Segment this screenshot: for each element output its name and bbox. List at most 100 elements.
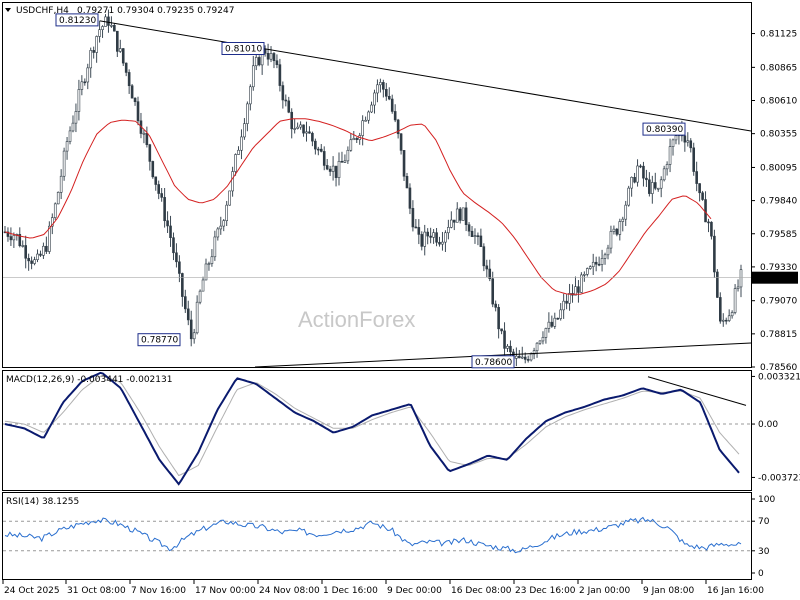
candle-body bbox=[302, 124, 305, 134]
candle-body bbox=[284, 99, 288, 102]
price-marker-label: 0.80390 bbox=[646, 125, 683, 135]
current-price-box bbox=[752, 271, 798, 284]
candle-body bbox=[9, 236, 13, 241]
candle-body bbox=[379, 82, 382, 86]
candle-body bbox=[509, 345, 512, 353]
candle-body bbox=[118, 48, 122, 52]
candle-body bbox=[689, 140, 693, 149]
candle-body bbox=[42, 245, 45, 256]
candle-body bbox=[695, 171, 698, 184]
candle-body bbox=[405, 175, 409, 189]
candle-body bbox=[736, 286, 740, 289]
candle-body bbox=[364, 119, 367, 122]
candle-body bbox=[166, 220, 169, 227]
candle-body bbox=[597, 263, 601, 266]
ohlc-values: 0.79271 0.79304 0.79235 0.79247 bbox=[77, 6, 234, 16]
candle-body bbox=[77, 89, 81, 112]
candle-body bbox=[33, 259, 36, 264]
candle-body bbox=[441, 241, 444, 245]
candle-body bbox=[520, 356, 524, 359]
candle-body bbox=[210, 256, 214, 264]
y-tick-label: 0.81125 bbox=[760, 30, 797, 40]
y-tick-label: 0.79585 bbox=[760, 230, 797, 240]
candle-body bbox=[367, 111, 370, 121]
candle-body bbox=[124, 62, 128, 73]
candle-body bbox=[370, 104, 373, 113]
candle-body bbox=[479, 235, 483, 247]
candle-body bbox=[219, 225, 223, 230]
candle-body bbox=[488, 268, 492, 280]
candle-body bbox=[719, 297, 722, 322]
y-tick-label: 0.80865 bbox=[760, 63, 797, 73]
candle-body bbox=[612, 228, 616, 232]
candle-body bbox=[281, 85, 285, 101]
candle-body bbox=[361, 120, 364, 136]
candle-body bbox=[707, 221, 710, 224]
candle-body bbox=[62, 150, 66, 177]
candle-body bbox=[704, 199, 707, 223]
candle-body bbox=[201, 279, 205, 292]
candle-body bbox=[30, 260, 33, 264]
candle-body bbox=[526, 359, 530, 361]
candle-body bbox=[243, 123, 246, 138]
x-tick-label: 31 Oct 08:00 bbox=[67, 586, 126, 596]
y-tick-label: 0.80355 bbox=[760, 130, 797, 140]
candle-body bbox=[621, 218, 625, 222]
candle-body bbox=[36, 253, 39, 260]
candle-body bbox=[473, 235, 477, 238]
candle-body bbox=[591, 261, 595, 267]
candle-body bbox=[402, 150, 406, 177]
candle-body bbox=[452, 219, 456, 223]
candle-body bbox=[627, 187, 630, 206]
candle-body bbox=[559, 309, 562, 319]
price-marker-label: 0.78770 bbox=[141, 336, 178, 346]
candle-body bbox=[739, 269, 743, 288]
candle-body bbox=[544, 328, 548, 338]
candle-body bbox=[698, 183, 701, 194]
candle-body bbox=[550, 321, 554, 327]
candle-body bbox=[574, 286, 577, 296]
candle-body bbox=[429, 235, 432, 238]
candle-body bbox=[600, 258, 604, 265]
candle-body bbox=[50, 217, 54, 227]
candle-body bbox=[730, 312, 734, 317]
candle-body bbox=[665, 164, 669, 170]
candle-body bbox=[305, 131, 308, 134]
rsi-panel: 100 70 30 0 bbox=[3, 495, 775, 579]
candle-body bbox=[154, 176, 158, 185]
candle-body bbox=[216, 228, 220, 238]
candle-body bbox=[98, 29, 101, 37]
candle-body bbox=[352, 138, 356, 141]
candle-body bbox=[414, 226, 418, 229]
candle-body bbox=[68, 130, 72, 142]
candle-body bbox=[83, 81, 87, 84]
candle-body bbox=[355, 138, 359, 140]
candle-body bbox=[95, 36, 98, 53]
candle-body bbox=[630, 177, 633, 189]
candle-body bbox=[107, 16, 110, 26]
candle-body bbox=[671, 139, 675, 147]
candle-body bbox=[603, 254, 607, 259]
candle-body bbox=[169, 225, 172, 238]
candle-body bbox=[45, 245, 48, 252]
candle-body bbox=[145, 132, 149, 145]
candle-body bbox=[192, 332, 196, 340]
candle-body bbox=[450, 219, 453, 228]
candle-body bbox=[639, 165, 642, 168]
candle-body bbox=[296, 126, 299, 129]
candle-body bbox=[724, 319, 728, 322]
candle-body bbox=[615, 228, 619, 235]
x-tick-label: 24 Nov 08:00 bbox=[259, 586, 320, 596]
candle-body bbox=[234, 154, 237, 172]
price-marker-box bbox=[221, 42, 265, 55]
candle-body bbox=[266, 53, 270, 60]
candle-body bbox=[127, 72, 131, 87]
candle-body bbox=[467, 224, 471, 232]
price-marker-box bbox=[55, 13, 99, 27]
x-tick-label: 23 Dec 16:00 bbox=[515, 586, 576, 596]
candle-body bbox=[500, 328, 503, 332]
candle-body bbox=[393, 111, 397, 121]
candle-body bbox=[317, 148, 320, 151]
candle-body bbox=[565, 300, 568, 304]
candle-body bbox=[609, 231, 613, 249]
